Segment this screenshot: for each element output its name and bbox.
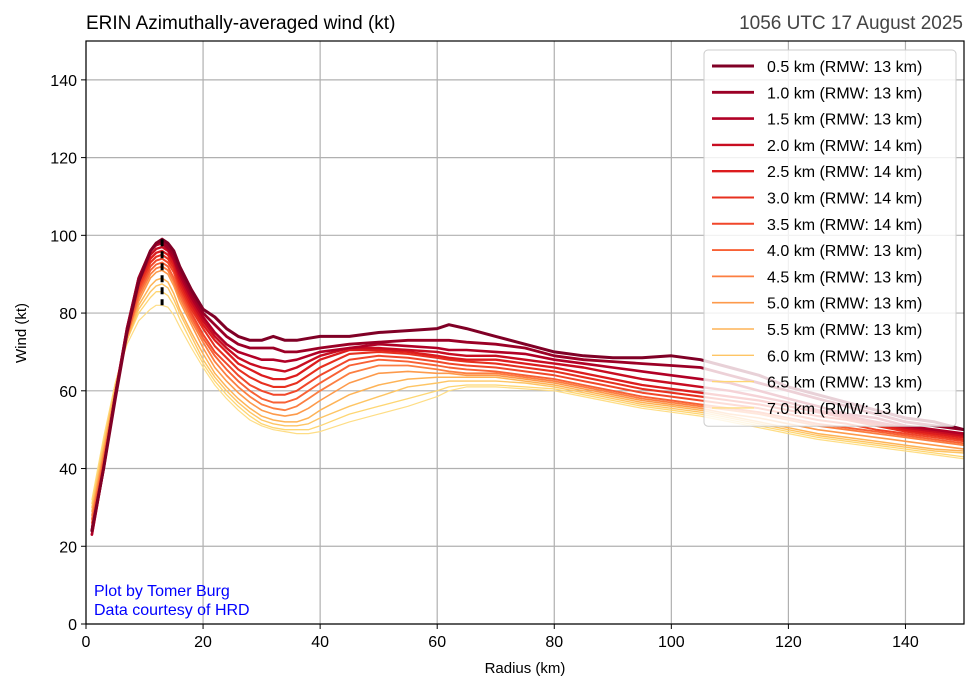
legend-label: 3.0 km (RMW: 14 km) [767, 191, 922, 208]
legend-label: 6.5 km (RMW: 13 km) [767, 375, 922, 392]
y-tick-label: 40 [59, 462, 77, 479]
legend-label: 1.5 km (RMW: 13 km) [767, 112, 922, 129]
legend-label: 0.5 km (RMW: 13 km) [767, 59, 922, 76]
x-axis-label: Radius (km) [485, 660, 566, 677]
y-tick-label: 100 [50, 228, 77, 245]
x-tick-label: 120 [775, 634, 802, 651]
chart-subtitle: 1056 UTC 17 August 2025 [739, 13, 963, 34]
y-axis-label: Wind (kt) [13, 303, 30, 363]
legend-label: 5.0 km (RMW: 13 km) [767, 296, 922, 313]
x-tick-label: 20 [194, 634, 212, 651]
x-tick-label: 100 [658, 634, 685, 651]
legend-box [703, 49, 957, 427]
x-tick-label: 40 [311, 634, 329, 651]
legend-label: 4.0 km (RMW: 13 km) [767, 243, 922, 260]
chart-title: ERIN Azimuthally-averaged wind (kt) [86, 13, 395, 34]
credit-text: Data courtesy of HRD [94, 602, 250, 619]
x-tick-label: 140 [892, 634, 919, 651]
legend: 0.5 km (RMW: 13 km) 1.0 km (RMW: 13 km) 1.… [703, 49, 957, 427]
y-tick-label: 140 [50, 73, 77, 90]
legend-label: 1.0 km (RMW: 13 km) [767, 85, 922, 102]
plot-frame [85, 40, 965, 625]
legend-label: 5.5 km (RMW: 13 km) [767, 322, 922, 339]
y-tick-label: 60 [59, 384, 77, 401]
credits: Plot by Tomer Burg Data courtesy of HRD [94, 583, 250, 619]
y-tick-label: 80 [59, 306, 77, 323]
legend-label: 6.0 km (RMW: 13 km) [767, 348, 922, 365]
axis-ticks: 0 20 40 60 80 100 120 140 0 20 40 60 80 100 120 140 [50, 73, 919, 651]
credit-text: Plot by Tomer Burg [94, 583, 230, 600]
legend-label: 7.0 km (RMW: 13 km) [767, 401, 922, 418]
x-tick-label: 80 [545, 634, 563, 651]
x-tick-label: 0 [82, 634, 91, 651]
x-tick-label: 60 [428, 634, 446, 651]
y-tick-label: 120 [50, 151, 77, 168]
legend-label: 3.5 km (RMW: 14 km) [767, 217, 922, 234]
legend-label: 2.5 km (RMW: 14 km) [767, 164, 922, 181]
y-tick-label: 0 [68, 617, 77, 634]
legend-label: 4.5 km (RMW: 13 km) [767, 269, 922, 286]
y-tick-label: 20 [59, 539, 77, 556]
legend-label: 2.0 km (RMW: 14 km) [767, 138, 922, 155]
